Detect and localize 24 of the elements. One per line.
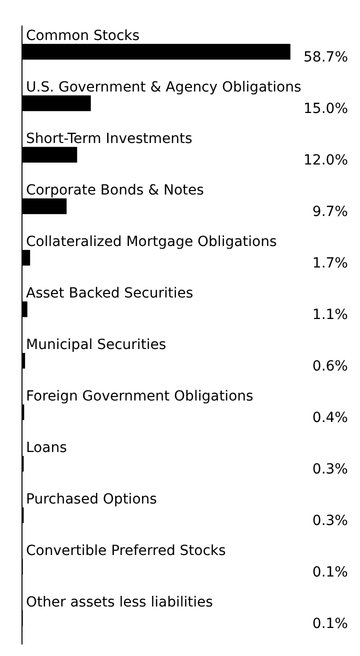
data-label: 12.0%	[304, 152, 348, 168]
y-tick-label: Other assets less liabilities	[26, 594, 213, 610]
y-tick-label: Foreign Government Obligations	[26, 388, 254, 404]
data-label: 58.7%	[304, 49, 348, 66]
data-label: 1.7%	[312, 255, 348, 272]
y-tick-label: Common Stocks	[26, 28, 140, 44]
data-label: 0.1%	[312, 616, 348, 632]
data-label: 9.7%	[312, 204, 348, 220]
y-tick-label: Loans	[26, 440, 67, 456]
data-label: 1.1%	[312, 306, 348, 323]
y-tick-label: Asset Backed Securities	[26, 285, 194, 302]
data-label: 15.0%	[304, 100, 348, 117]
data-label: 0.3%	[312, 461, 348, 478]
y-tick-label: Corporate Bonds & Notes	[26, 182, 204, 198]
data-label: 0.1%	[312, 564, 348, 580]
data-label: 0.4%	[312, 410, 348, 426]
data-label: 0.6%	[312, 358, 348, 374]
y-tick-label: Collateralized Mortgage Obligations	[26, 234, 277, 250]
data-label: 0.3%	[312, 512, 348, 529]
y-tick-label: U.S. Government & Agency Obligations	[26, 79, 302, 96]
y-tick-label: Short-Term Investments	[26, 130, 192, 147]
y-tick-label: Convertible Preferred Stocks	[26, 542, 226, 559]
y-tick-label: Municipal Securities	[26, 336, 166, 353]
y-tick-label: Purchased Options	[26, 491, 157, 508]
